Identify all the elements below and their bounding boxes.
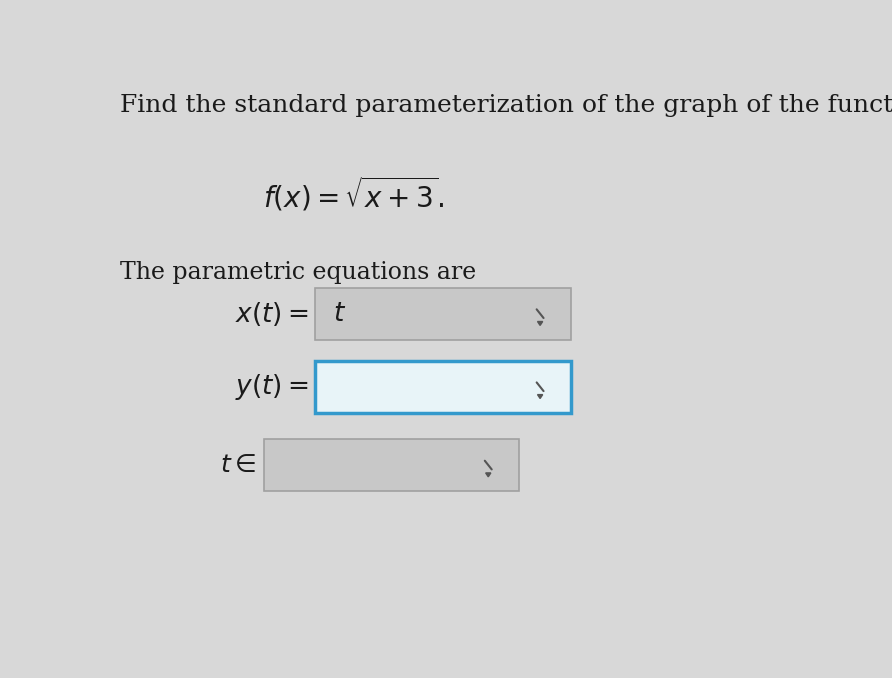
Text: Find the standard parameterization of the graph of the function: Find the standard parameterization of th… [120,94,892,117]
Text: $y(t) =$: $y(t) =$ [235,372,309,402]
Bar [316,287,571,340]
Polygon shape [538,321,542,325]
Bar [316,361,571,413]
Polygon shape [485,473,491,477]
Text: The parametric equations are: The parametric equations are [120,262,476,285]
Text: $t \in$: $t \in$ [220,454,257,477]
Text: $t$: $t$ [333,301,346,326]
Bar [264,439,519,491]
Polygon shape [538,395,542,399]
Text: $f(x) = \sqrt{x+3}.$: $f(x) = \sqrt{x+3}.$ [263,176,444,214]
Text: $x(t) =$: $x(t) =$ [235,300,309,327]
